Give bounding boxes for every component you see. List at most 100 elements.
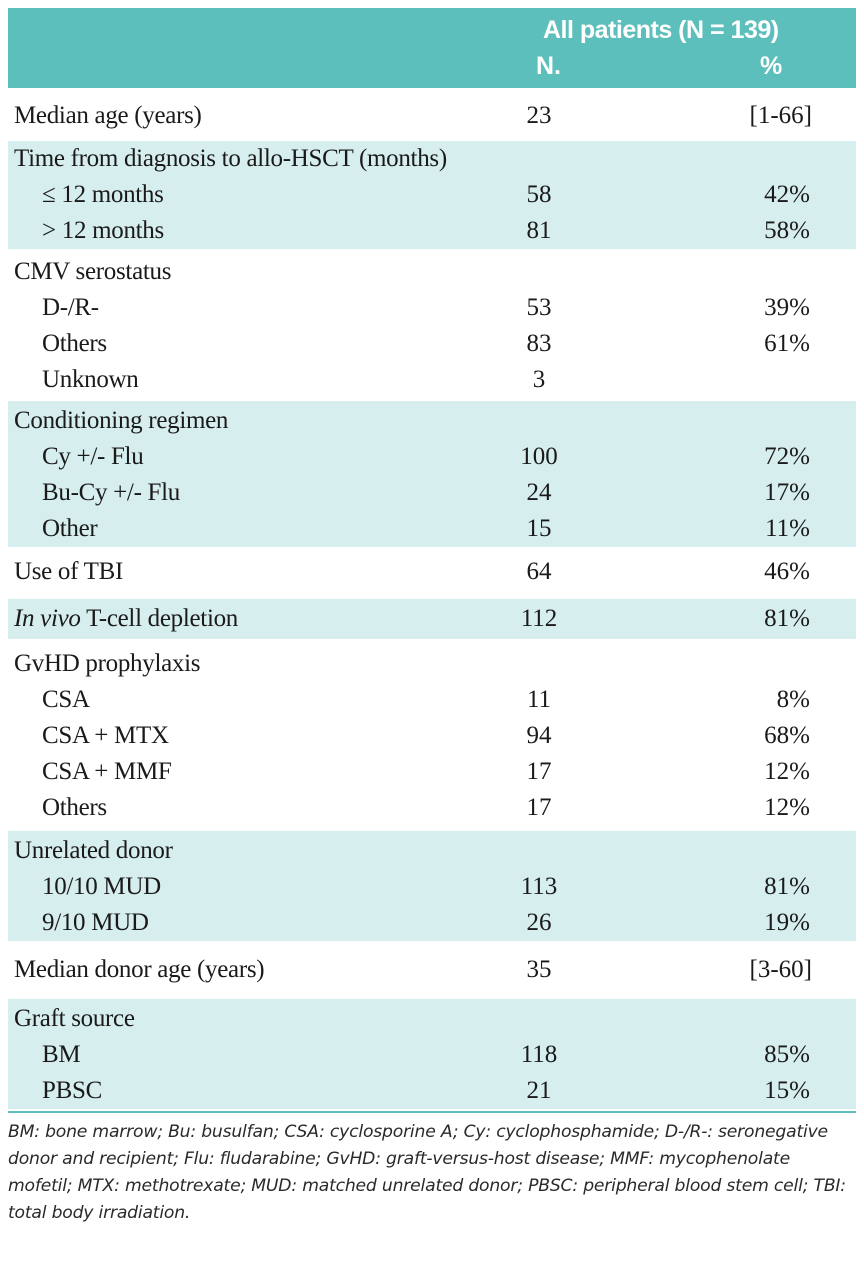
row-n: 17: [526, 794, 552, 821]
table-row: In vivo T-cell depletion 112 81%: [8, 601, 856, 637]
row-label: Use of TBI: [14, 558, 124, 585]
row-label: PBSC: [42, 1077, 102, 1104]
row-percent: 42%: [764, 181, 810, 208]
row-n: 94: [526, 722, 552, 749]
row-label-italic: In vivo: [14, 605, 81, 632]
table-row: BM 118 85%: [8, 1037, 856, 1073]
row-label: Conditioning regimen: [14, 407, 229, 434]
row-percent: 12%: [764, 758, 810, 785]
row-n: 64: [526, 558, 552, 585]
table-row: Others 83 61%: [8, 326, 856, 362]
row-percent: 58%: [764, 217, 810, 244]
row-n: 24: [526, 479, 552, 506]
row-percent: 46%: [764, 558, 810, 585]
row-label: Others: [42, 794, 107, 821]
section-time-from-diagnosis: Time from diagnosis to allo-HSCT (months…: [8, 138, 856, 249]
row-label: In vivo T-cell depletion: [14, 605, 238, 633]
row-label: Graft source: [14, 1005, 135, 1032]
row-percent: 81%: [764, 605, 810, 632]
table-row: Median age (years) 23 [1-66]: [8, 98, 856, 134]
section-cmv-serostatus: CMV serostatus D-/R- 53 39% Others 83 61…: [8, 249, 856, 398]
table-row: Conditioning regimen: [8, 403, 856, 439]
table-row: Median donor age (years) 35 [3-60]: [8, 952, 856, 988]
table-header: All patients (N = 139) N. %: [8, 8, 856, 88]
row-label: Unknown: [42, 366, 139, 393]
table-row: Others 17 12%: [8, 790, 856, 826]
row-percent: 85%: [764, 1041, 810, 1068]
section-median-donor-age: Median donor age (years) 35 [3-60]: [8, 941, 856, 996]
table-row: GvHD prophylaxis: [8, 646, 856, 682]
table-row: Unknown 3: [8, 362, 856, 398]
row-label: Others: [42, 330, 107, 357]
row-n: 53: [526, 294, 552, 321]
row-label: BM: [42, 1041, 81, 1068]
row-percent: 81%: [764, 873, 810, 900]
section-graft-source: Graft source BM 118 85% PBSC 21 15%: [8, 996, 856, 1109]
row-n: 15: [526, 515, 552, 542]
row-n: 21: [526, 1077, 552, 1104]
row-label: Median donor age (years): [14, 956, 265, 983]
section-unrelated-donor: Unrelated donor 10/10 MUD 113 81% 9/10 M…: [8, 828, 856, 941]
table-row: 10/10 MUD 113 81%: [8, 869, 856, 905]
row-percent: 11%: [765, 515, 810, 542]
table-footnote: BM: bone marrow; Bu: busulfan; CSA: cycl…: [8, 1122, 846, 1223]
row-label-rest: T-cell depletion: [80, 605, 238, 632]
row-label: GvHD prophylaxis: [14, 650, 201, 677]
row-percent: 61%: [764, 330, 810, 357]
row-percent: 72%: [764, 443, 810, 470]
row-label: Median age (years): [14, 102, 202, 129]
row-n: 3: [532, 366, 546, 393]
section-use-of-tbi: Use of TBI 64 46%: [8, 547, 856, 596]
row-n: 112: [520, 605, 558, 632]
row-percent: 68%: [764, 722, 810, 749]
row-percent: 8%: [776, 686, 810, 713]
row-n: 23: [526, 102, 552, 129]
row-n: 100: [520, 443, 558, 470]
row-label: 9/10 MUD: [42, 909, 149, 936]
row-n: 113: [520, 873, 558, 900]
table-bottom-rule: [8, 1111, 856, 1113]
row-label: CSA: [42, 686, 90, 713]
table-row: Graft source: [8, 1001, 856, 1037]
row-n: 26: [526, 909, 552, 936]
row-percent: [3-60]: [749, 956, 812, 983]
row-percent: [1-66]: [749, 102, 812, 129]
table-row: Cy +/- Flu 100 72%: [8, 439, 856, 475]
row-percent: 15%: [764, 1077, 810, 1104]
table-row: Other 15 11%: [8, 511, 856, 547]
row-n: 35: [526, 956, 552, 983]
section-conditioning-regimen: Conditioning regimen Cy +/- Flu 100 72% …: [8, 398, 856, 547]
row-label: CMV serostatus: [14, 258, 172, 285]
row-n: 11: [526, 686, 552, 713]
table-row: PBSC 21 15%: [8, 1073, 856, 1109]
table-row: CMV serostatus: [8, 254, 856, 290]
row-label: 10/10 MUD: [42, 873, 161, 900]
row-percent: 39%: [764, 294, 810, 321]
row-label: Bu-Cy +/- Flu: [42, 479, 180, 506]
row-label: D-/R-: [42, 294, 99, 321]
row-n: 83: [526, 330, 552, 357]
row-percent: 17%: [764, 479, 810, 506]
row-percent: 19%: [764, 909, 810, 936]
row-label: Unrelated donor: [14, 837, 173, 864]
row-label: > 12 months: [42, 217, 164, 244]
table-row: CSA + MTX 94 68%: [8, 718, 856, 754]
row-label: CSA + MTX: [42, 722, 169, 749]
section-gvhd-prophylaxis: GvHD prophylaxis CSA 11 8% CSA + MTX 94 …: [8, 639, 856, 828]
section-median-age: Median age (years) 23 [1-66]: [8, 94, 856, 138]
table-row: 9/10 MUD 26 19%: [8, 905, 856, 941]
row-n: 81: [526, 217, 552, 244]
row-label: Time from diagnosis to allo-HSCT (months…: [14, 145, 447, 172]
table-row: CSA + MMF 17 12%: [8, 754, 856, 790]
table-row: Bu-Cy +/- Flu 24 17%: [8, 475, 856, 511]
group-title: All patients (N = 139): [543, 16, 779, 44]
table-row: Use of TBI 64 46%: [8, 554, 856, 590]
row-n: 58: [526, 181, 552, 208]
row-label: ≤ 12 months: [42, 181, 164, 208]
table-row: > 12 months 81 58%: [8, 213, 856, 249]
row-n: 118: [520, 1041, 558, 1068]
table-row: ≤ 12 months 58 42%: [8, 177, 856, 213]
column-header-n: N.: [536, 52, 561, 80]
row-n: 17: [526, 758, 552, 785]
row-label: Other: [42, 515, 98, 542]
